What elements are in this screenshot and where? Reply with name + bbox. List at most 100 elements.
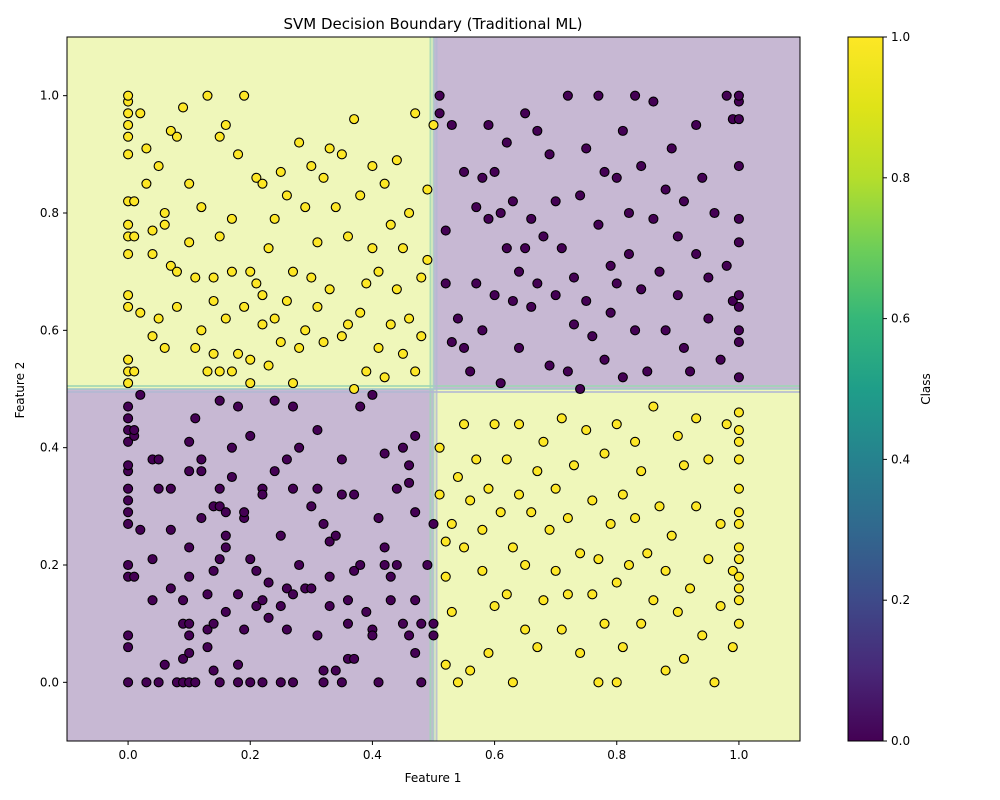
data-point-class-1: [733, 571, 744, 582]
data-point-class-0: [452, 313, 463, 324]
data-point-class-1: [196, 202, 207, 213]
data-point-class-0: [678, 342, 689, 353]
data-point-class-0: [123, 559, 134, 571]
data-point-class-0: [697, 172, 708, 183]
data-point-class-1: [440, 571, 451, 582]
data-point-class-0: [599, 166, 610, 177]
x-axis-label: Feature 1: [405, 771, 462, 785]
data-point-class-1: [226, 213, 237, 224]
data-point-class-0: [733, 161, 744, 172]
data-point-class-0: [440, 278, 451, 289]
data-point-class-1: [159, 207, 170, 219]
data-point-class-0: [489, 166, 500, 177]
data-point-class-1: [678, 653, 689, 664]
data-point-class-1: [691, 501, 702, 512]
data-point-class-1: [611, 419, 622, 430]
data-point-class-1: [123, 219, 134, 230]
data-point-class-0: [446, 337, 457, 348]
data-point-class-0: [123, 642, 134, 653]
data-point-class-1: [153, 161, 164, 172]
data-point-class-0: [159, 659, 170, 670]
data-point-class-1: [593, 554, 604, 565]
data-point-class-1: [507, 542, 518, 553]
x-tick-label: 1.0: [729, 748, 748, 762]
data-point-class-1: [324, 143, 335, 154]
data-point-class-0: [599, 354, 610, 365]
data-point-class-1: [165, 260, 176, 271]
data-point-class-1: [617, 489, 628, 500]
data-point-class-0: [562, 90, 573, 101]
data-point-class-1: [538, 595, 549, 606]
data-point-class-0: [208, 618, 219, 629]
y-axis: 0.0 0.2 0.4 0.6 0.8 1.0: [40, 89, 67, 689]
data-point-class-1: [141, 143, 152, 154]
data-point-class-0: [587, 331, 598, 342]
data-point-class-0: [147, 595, 158, 606]
data-point-class-0: [605, 260, 616, 271]
data-point-class-0: [153, 677, 164, 688]
colorbar-tick-label: 0.0: [891, 734, 910, 748]
data-point-class-0: [495, 378, 506, 389]
data-point-class-1: [190, 342, 201, 353]
data-point-class-1: [434, 442, 445, 453]
data-point-class-1: [733, 518, 744, 529]
data-point-class-0: [294, 559, 305, 571]
data-point-class-0: [232, 659, 244, 670]
data-point-class-0: [342, 618, 354, 629]
data-point-class-0: [226, 471, 237, 483]
data-point-class-0: [672, 290, 683, 301]
data-point-class-0: [281, 454, 292, 465]
y-tick-label: 0.4: [40, 441, 59, 455]
data-point-class-0: [404, 630, 415, 641]
data-point-class-0: [287, 677, 299, 688]
data-point-class-1: [214, 131, 225, 142]
data-point-class-0: [544, 149, 555, 160]
data-point-class-1: [312, 301, 323, 312]
plot-area: [66, 36, 801, 742]
data-point-class-0: [550, 196, 561, 207]
data-point-class-0: [275, 530, 286, 541]
data-point-class-0: [397, 618, 409, 629]
data-point-class-1: [575, 647, 586, 659]
data-point-class-0: [153, 483, 164, 494]
data-point-class-0: [312, 483, 323, 494]
data-point-class-1: [636, 618, 647, 629]
data-point-class-1: [477, 524, 488, 535]
data-point-class-0: [434, 90, 445, 101]
data-point-class-0: [428, 518, 439, 529]
data-point-class-0: [630, 325, 641, 336]
data-point-class-0: [287, 483, 299, 494]
data-point-class-0: [660, 325, 671, 336]
data-point-class-1: [410, 108, 421, 119]
data-point-class-1: [678, 460, 689, 471]
colorbar: 0.0 0.2 0.4 0.6 0.8 1.0 Class: [847, 30, 933, 748]
data-point-class-0: [318, 518, 329, 529]
data-point-class-1: [660, 565, 671, 576]
data-point-class-0: [458, 166, 470, 177]
data-point-class-0: [733, 301, 744, 312]
data-point-class-0: [507, 196, 518, 207]
data-point-class-0: [489, 290, 500, 301]
data-point-class-0: [336, 454, 347, 465]
data-point-class-0: [129, 425, 140, 436]
data-point-class-0: [129, 571, 140, 582]
data-point-class-1: [159, 219, 170, 230]
data-point-class-1: [135, 108, 146, 119]
data-point-class-1: [123, 249, 134, 260]
data-point-class-1: [562, 513, 573, 524]
data-point-class-1: [129, 231, 140, 242]
data-point-class-1: [159, 342, 170, 353]
data-point-class-1: [630, 436, 641, 447]
data-point-class-1: [135, 307, 146, 318]
data-point-class-0: [281, 624, 292, 635]
data-point-class-0: [513, 266, 525, 277]
data-point-class-1: [257, 319, 268, 330]
data-point-class-0: [526, 301, 537, 312]
data-point-class-0: [257, 595, 268, 606]
data-point-class-0: [330, 530, 341, 541]
data-point-class-1: [483, 647, 494, 659]
data-point-class-1: [550, 483, 561, 494]
data-point-class-1: [684, 583, 696, 594]
data-point-class-1: [562, 589, 573, 600]
